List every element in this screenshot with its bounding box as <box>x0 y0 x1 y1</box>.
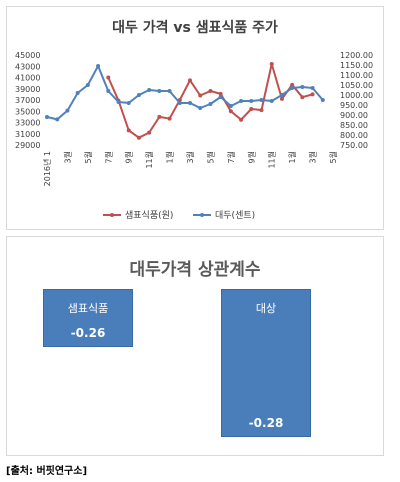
correlation-panel: 대두가격 상관계수 샘표식품 -0.26 대상 -0.28 <box>6 236 384 456</box>
y-left-tick-label: 31000 <box>15 130 40 139</box>
sempio-data-point <box>208 89 213 93</box>
y-right-tick-label: 750.00 <box>340 141 368 150</box>
soybean-data-point <box>126 101 131 105</box>
soybean-data-point <box>208 102 213 106</box>
sempio-data-point <box>269 62 274 66</box>
correlation-value-sempio: -0.26 <box>70 326 106 340</box>
correlation-label-sempio: 샘표식품 <box>67 302 109 315</box>
y-right-tick-label: 950.00 <box>340 101 368 110</box>
correlation-bar-daesang: 대상 -0.28 <box>221 289 311 437</box>
correlation-bar-sempio: 샘표식품 -0.26 <box>43 289 133 347</box>
x-tick-label: 1월 <box>165 151 175 163</box>
y-left-tick-label: 41000 <box>15 74 40 83</box>
soybean-data-point <box>249 99 254 103</box>
x-tick-label: 1월 <box>287 151 297 163</box>
soybean-data-point <box>65 108 70 113</box>
soybean-data-point <box>167 89 172 93</box>
x-tick-label: 11월 <box>144 151 154 169</box>
x-tick-label: 5월 <box>205 151 215 163</box>
soybean-data-point <box>45 115 49 119</box>
soybean-data-point <box>147 88 152 92</box>
sempio-data-point <box>279 96 284 101</box>
sempio-data-point <box>300 95 305 100</box>
sempio-data-point <box>239 117 244 122</box>
y-right-tick-label: 1100.00 <box>340 71 373 80</box>
soybean-data-point <box>290 86 295 90</box>
legend-soybean-marker <box>200 213 204 217</box>
y-right-tick-label: 1200.00 <box>340 51 373 60</box>
y-right-tick-label: 900.00 <box>340 111 368 120</box>
sempio-data-point <box>167 116 172 121</box>
correlation-label-daesang: 대상 <box>255 302 277 315</box>
y-right-tick-label: 1150.00 <box>340 61 373 70</box>
y-left-tick-label: 33000 <box>15 119 40 128</box>
sempio-data-point <box>147 130 152 135</box>
soybean-series-line <box>46 65 324 121</box>
soybean-data-point <box>75 91 80 95</box>
x-tick-label: 3월 <box>62 151 72 163</box>
y-left-tick-label: 37000 <box>15 96 40 105</box>
correlation-value-daesang: -0.28 <box>248 416 284 430</box>
x-tick-label: 11월 <box>267 151 277 169</box>
soybean-data-point <box>279 93 284 97</box>
correlation-title: 대두가격 상관계수 <box>129 260 261 280</box>
sempio-data-point <box>310 92 315 97</box>
y-right-tick-label: 800.00 <box>340 131 368 140</box>
soybean-data-point <box>239 99 244 103</box>
soybean-data-point <box>188 101 192 105</box>
line-chart: 29000 31000 33000 35000 37000 39000 41000 43000… <box>15 51 373 221</box>
y-left-tick-label: 43000 <box>15 62 40 71</box>
y-left-tick-label: 29000 <box>15 141 40 150</box>
sempio-data-point <box>136 135 141 140</box>
soybean-data-point <box>136 93 141 97</box>
soybean-data-point <box>55 117 60 122</box>
source-caption: [출처: 버핏연구소] <box>6 466 88 477</box>
x-tick-label: 3월 <box>308 151 318 163</box>
y-left-tick-label: 39000 <box>15 85 40 94</box>
line-chart-title: 대두 가격 vs 샘표식품 주가 <box>112 20 278 36</box>
sempio-data-point <box>157 114 162 119</box>
y-right-tick-label: 1000.00 <box>340 91 373 100</box>
x-tick-label: 7월 <box>103 151 113 163</box>
x-tick-label: 5월 <box>328 151 338 163</box>
sempio-data-point <box>290 82 295 87</box>
y-right-tick-label: 1050.00 <box>340 81 373 90</box>
soybean-data-point <box>259 98 264 102</box>
x-tick-label: 3월 <box>185 151 195 163</box>
y-right-tick-label: 850.00 <box>340 121 368 130</box>
soybean-data-point <box>177 101 182 105</box>
soybean-data-point <box>300 85 305 89</box>
soybean-data-point <box>198 106 203 110</box>
soybean-data-point <box>116 100 121 104</box>
legend-soybean-label: 대두(센트) <box>215 210 255 221</box>
y-left-tick-label: 45000 <box>15 51 40 60</box>
soybean-data-point <box>320 98 325 102</box>
soybean-data-point <box>96 64 101 68</box>
soybean-data-point <box>269 99 274 103</box>
legend-sempio-label: 샘표식품(원) <box>125 210 173 221</box>
sempio-data-point <box>198 93 203 98</box>
soybean-data-point <box>228 104 233 108</box>
soybean-data-point <box>310 86 315 90</box>
legend-sempio-marker <box>110 213 114 217</box>
sempio-data-point <box>106 75 111 80</box>
line-chart-panel: 대두 가격 vs 샘표식품 주가 29000 31000 33000 35000 370… <box>6 6 384 230</box>
x-tick-label: 7월 <box>226 151 236 163</box>
sempio-data-point <box>249 107 254 111</box>
x-tick-label: 5월 <box>83 151 93 163</box>
x-tick-label: 9월 <box>246 151 256 163</box>
soybean-data-point <box>218 95 223 99</box>
sempio-data-point <box>218 91 223 96</box>
soybean-data-point <box>157 89 162 93</box>
soybean-data-point <box>85 83 90 87</box>
sempio-data-point <box>259 108 264 113</box>
x-tick-label: 2016년 1 <box>42 151 52 186</box>
sempio-data-point <box>228 109 233 114</box>
sempio-data-point <box>188 78 192 83</box>
y-left-tick-label: 35000 <box>15 107 40 116</box>
sempio-data-point <box>126 128 131 133</box>
soybean-data-point <box>106 89 111 93</box>
x-tick-label: 9월 <box>124 151 134 163</box>
